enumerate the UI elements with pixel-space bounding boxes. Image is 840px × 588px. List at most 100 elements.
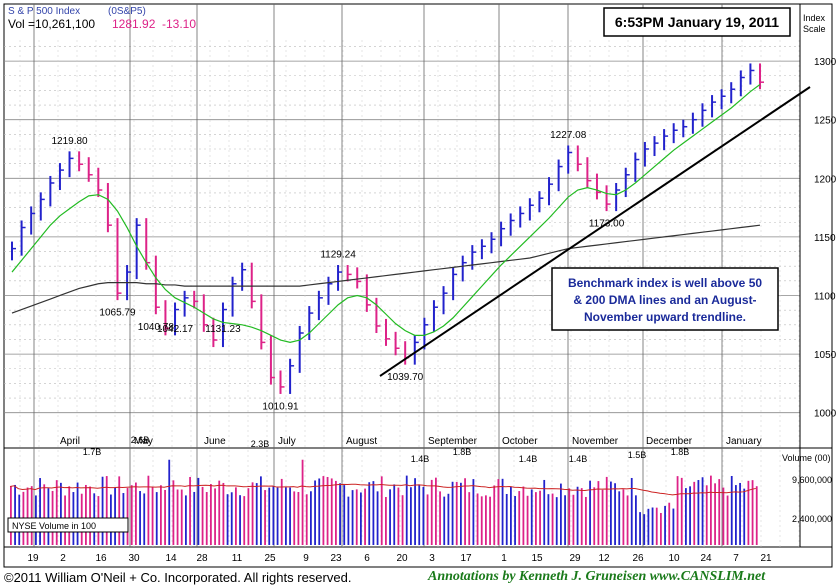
volume-bar-down (26, 487, 29, 545)
volume-bar-up (351, 490, 354, 545)
price-bar-down (394, 331, 400, 356)
price-bar-up (308, 306, 314, 341)
volume-bar-down (476, 493, 479, 545)
price-tick-label: 1100 (814, 291, 836, 302)
price-tick-label: 1300 (814, 57, 837, 68)
price-bar-up (20, 220, 26, 256)
volume-bar-down (605, 476, 608, 545)
volume-bar-up (368, 482, 371, 545)
volume-bar-up (185, 495, 187, 545)
volume-bar-down (201, 486, 204, 545)
volume-bar-down (130, 485, 133, 545)
price-bar-up (548, 177, 554, 206)
volume-bar-down (293, 491, 296, 545)
volume-labels: 1.7B 2.6B 2.3B 1.4B 1.8B 1.4B 1.4B 1.5B 1.8B (83, 435, 690, 464)
timestamp: 6:53PM January 19, 2011 (615, 14, 779, 30)
volume-bar-down (30, 486, 33, 545)
price-bar-up (643, 141, 649, 167)
volume-bar-down (264, 490, 266, 545)
volume-bar-down (205, 492, 208, 545)
price-panel-frame (3, 3, 833, 449)
price-bar-up (423, 317, 429, 350)
volume-bar-up (239, 495, 241, 545)
price-bar-up (11, 241, 16, 261)
volume-label: 1.8B (453, 447, 472, 457)
volume-bar-down (693, 481, 696, 545)
volume-bar-up (447, 493, 450, 545)
volume-bar-down (322, 476, 325, 545)
price-bar-down (356, 267, 362, 289)
index-name: S & P 500 Index (8, 6, 80, 17)
volume-bar-up (14, 484, 16, 545)
volume-bar-up (739, 482, 741, 545)
volume-bar-down (714, 483, 716, 545)
annotation-line3: November upward trendline. (584, 310, 746, 324)
volume-ma-line (9, 483, 756, 496)
volume-bar-up (589, 480, 591, 545)
volume-bar-down (572, 494, 575, 545)
volume-bar-up (339, 483, 341, 545)
price-bar-up (634, 152, 640, 182)
volume-bar-down (301, 459, 304, 545)
volume-bar-down (493, 485, 496, 545)
price-bar-up (231, 276, 237, 317)
month-label: July (278, 436, 296, 447)
volume-bar-down (660, 512, 662, 545)
volume-bar-down (326, 476, 329, 545)
volume-bar-down (280, 478, 283, 545)
volume-bar-up (730, 475, 733, 545)
price-bar-up (509, 213, 515, 236)
annotation-box (551, 267, 779, 331)
price-axis-ticks: 1000 1050 1100 1150 1200 1250 1300 (814, 57, 837, 420)
volume-bar-up (114, 487, 116, 545)
volume-bar-down (180, 489, 183, 545)
volume-bar-down (147, 475, 150, 545)
price-bar-up (442, 286, 448, 315)
day-label: 29 (569, 553, 581, 564)
day-label: 21 (760, 553, 772, 564)
copyright: ©2011 William O'Neil + Co. Incorporated.… (4, 570, 352, 585)
volume-bar-up (255, 483, 258, 545)
volume-bar-up (543, 479, 546, 545)
volume-bar-down (335, 480, 337, 545)
price-bar-down (375, 297, 381, 334)
price-bar-down (260, 294, 266, 350)
volume-bar-down (118, 476, 121, 545)
price-bar-down (78, 151, 84, 172)
price-bar-down (212, 317, 218, 348)
annotation-line2: & 200 DMA lines and an August- (573, 293, 756, 307)
volume-bar-down (622, 489, 625, 545)
price-label: 1227.08 (550, 130, 587, 141)
volume-bar-up (76, 482, 79, 545)
price-tick-label: 1250 (814, 116, 837, 127)
volume-bar-up (639, 512, 641, 545)
volume-bar-up (555, 497, 558, 545)
price-bar-down (586, 157, 592, 188)
volume-bar-up (505, 493, 508, 545)
price-bar-up (58, 163, 64, 191)
volume-bar-down (297, 492, 300, 545)
day-label: 19 (27, 553, 39, 564)
price-bar-up (528, 198, 534, 221)
volume-bar-up (310, 491, 312, 545)
volume-bar-down (676, 476, 679, 545)
day-label: 16 (95, 553, 107, 564)
price-tick-label: 1000 (814, 409, 837, 420)
volume-bar-down (243, 496, 246, 545)
price-bar-down (164, 300, 170, 336)
volume-bar-down (235, 487, 237, 545)
volume-label: 2.3B (251, 439, 270, 449)
volume-bar-down (151, 487, 154, 545)
volume-label: 1.4B (411, 454, 430, 464)
volume-bar-up (697, 480, 700, 545)
volume-bar-up (405, 475, 408, 545)
price-bar-up (432, 300, 438, 332)
price-bar-down (595, 173, 601, 200)
volume-bar-up (530, 489, 533, 545)
price-bar-up (653, 136, 659, 157)
price-bar-up (30, 206, 36, 235)
volume-label: 1.5B (628, 450, 647, 460)
volume-bar-up (410, 487, 412, 545)
volume-bar-down (85, 484, 87, 545)
